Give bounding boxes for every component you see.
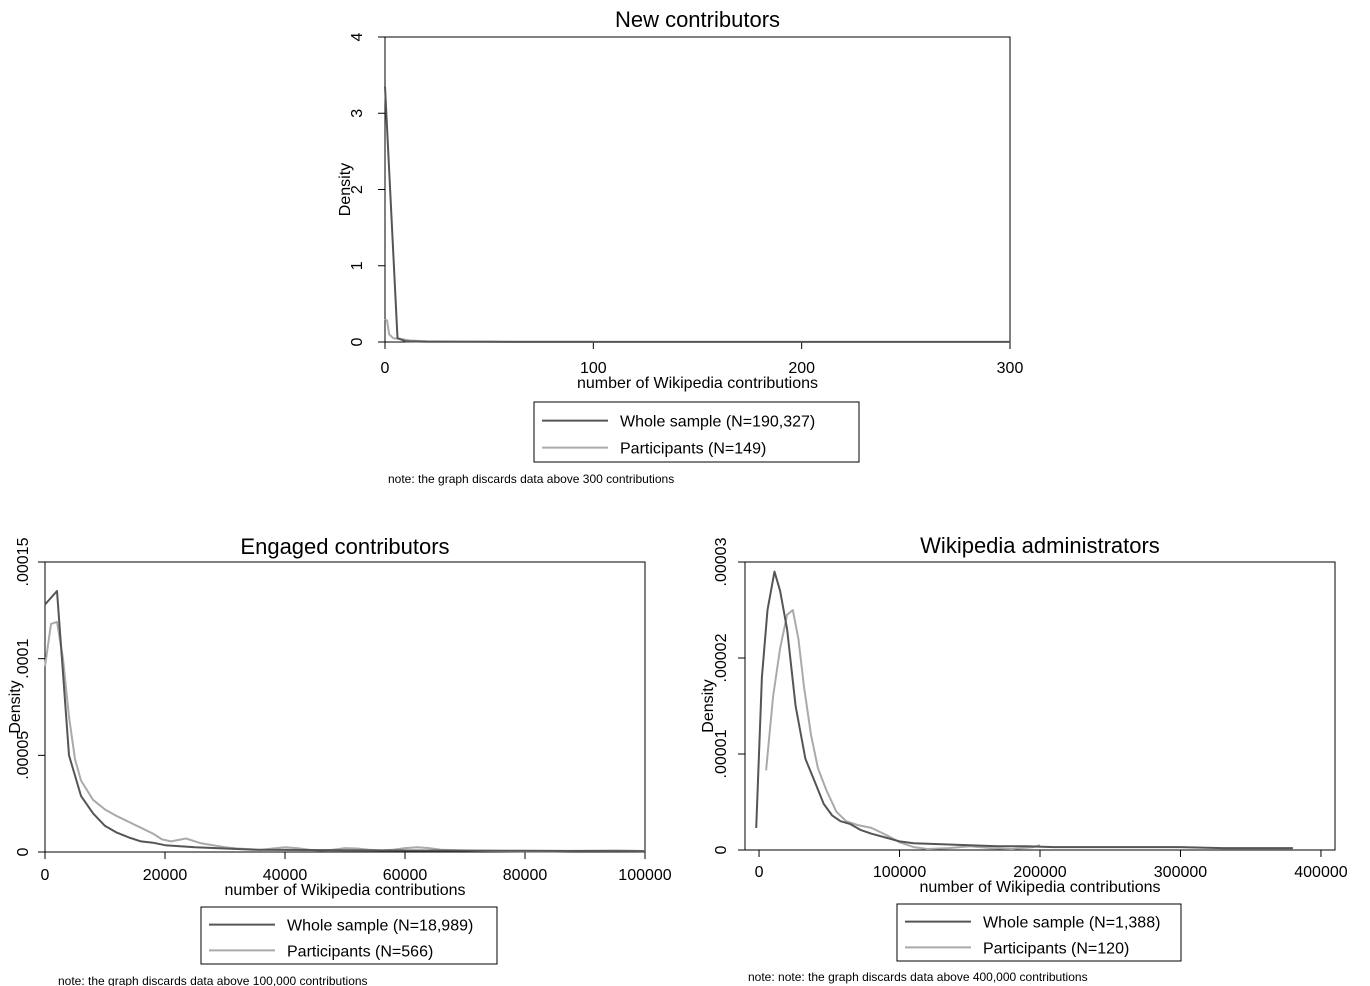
x-tick-label: 400000 xyxy=(1294,864,1347,881)
y-axis-title: Density xyxy=(7,680,24,733)
chart-title: New contributors xyxy=(615,7,780,32)
y-tick-label: .00003 xyxy=(713,537,730,586)
x-axis-title: number of Wikipedia contributions xyxy=(224,882,465,899)
legend-entry: Participants (N=120) xyxy=(983,940,1129,957)
legend-box xyxy=(533,401,860,463)
chart-engaged: Engaged contributors 0 20000 40000 60000 8000… xyxy=(7,534,672,986)
series-line-whole-sample xyxy=(384,86,1010,343)
legend-box xyxy=(200,906,498,965)
y-axis-title: Density xyxy=(700,679,717,732)
legend-entry: Whole sample (N=18,989) xyxy=(287,918,473,935)
y-tick-label: .00015 xyxy=(15,537,32,586)
x-tick-label: 300000 xyxy=(1154,864,1207,881)
x-tick-label: 40000 xyxy=(263,867,308,884)
chart-note: note: note: the graph discards data abov… xyxy=(748,970,1088,984)
x-tick-label: 100000 xyxy=(873,864,926,881)
series-line-participants xyxy=(765,609,1041,850)
legend-entry: Whole sample (N=1,388) xyxy=(983,915,1160,932)
y-tick-label: 0 xyxy=(15,847,32,856)
y-tick-label: 3 xyxy=(349,109,366,118)
legend-entry: Participants (N=566) xyxy=(287,943,433,960)
legend-entry: Whole sample (N=190,327) xyxy=(620,414,815,431)
chart-title: Wikipedia administrators xyxy=(920,533,1160,558)
y-tick-label: 4 xyxy=(349,32,366,41)
y-tick-label: .00002 xyxy=(713,633,730,682)
x-tick-label: 80000 xyxy=(503,867,548,884)
x-tick-label: 200000 xyxy=(1013,864,1066,881)
legend-box xyxy=(896,903,1182,962)
x-tick-label: 0 xyxy=(755,864,764,881)
x-tick-label: 0 xyxy=(41,867,50,884)
x-tick-label: 60000 xyxy=(383,867,428,884)
legend-entry: Participants (N=149) xyxy=(620,441,766,458)
y-tick-label: 0 xyxy=(713,845,730,854)
x-tick-label: 0 xyxy=(381,360,390,377)
y-tick-label: 1 xyxy=(349,261,366,270)
y-tick-label: .0001 xyxy=(15,639,32,679)
y-tick-label: 2 xyxy=(349,185,366,194)
y-tick-label: 0 xyxy=(349,337,366,346)
chart-admins: Wikipedia administrators 0 100000 200000 300… xyxy=(700,533,1348,984)
chart-title: Engaged contributors xyxy=(240,534,449,559)
series-line-whole-sample xyxy=(44,590,646,853)
series-line-whole-sample xyxy=(755,570,1293,850)
x-tick-label: 100000 xyxy=(618,867,671,884)
x-tick-label: 300 xyxy=(997,360,1024,377)
y-axis-title: Density xyxy=(337,163,354,216)
y-tick-label: .00005 xyxy=(15,731,32,780)
x-tick-label: 100 xyxy=(580,360,607,377)
chart-note: note: the graph discards data above 100,… xyxy=(58,974,368,986)
chart-note: note: the graph discards data above 300 … xyxy=(388,472,674,486)
chart-new: New contributors 0 100 200 300 0 1 2 3 4 number of… xyxy=(337,7,1023,486)
plot-area xyxy=(384,36,1011,343)
plot-area xyxy=(44,561,646,853)
x-tick-label: 20000 xyxy=(143,867,188,884)
y-tick-label: .00001 xyxy=(713,729,730,778)
x-axis-title: number of Wikipedia contributions xyxy=(919,879,1160,896)
x-tick-label: 200 xyxy=(788,360,815,377)
x-axis-title: number of Wikipedia contributions xyxy=(577,375,818,392)
